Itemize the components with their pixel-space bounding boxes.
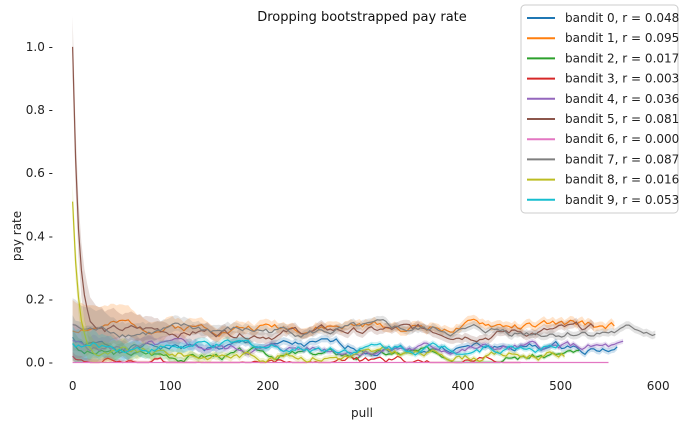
legend-box [520, 4, 679, 214]
x-tick-label: 0 [69, 379, 77, 393]
series-7-band [72, 298, 656, 353]
y-tick-label: 0.4 - [26, 229, 53, 243]
y-axis: 0.0 - 0.2 - 0.4 - 0.6 - 0.8 - 1.0 - [26, 40, 53, 370]
x-tick-label: 300 [354, 379, 377, 393]
y-tick-label: 0.0 - [26, 356, 53, 370]
x-tick-label: 200 [256, 379, 279, 393]
series-9-line [72, 339, 560, 356]
legend-label: bandit 7, r = 0.087 [565, 152, 679, 166]
y-tick-label: 1.0 - [26, 40, 53, 54]
y-tick-label: 0.6 - [26, 166, 53, 180]
series-1-band [72, 300, 615, 362]
y-tick-label: 0.2 - [26, 292, 53, 306]
series-5-band [72, 16, 594, 352]
x-tick-label: 400 [452, 379, 475, 393]
x-tick-label: 500 [549, 379, 572, 393]
x-axis: 0 100 200 300 400 500 600 [69, 379, 670, 393]
legend-label: bandit 1, r = 0.095 [565, 31, 679, 45]
legend-label: bandit 9, r = 0.053 [565, 193, 679, 207]
legend-label: bandit 2, r = 0.017 [565, 51, 679, 65]
legend-label: bandit 4, r = 0.036 [565, 92, 679, 106]
x-tick-label: 600 [647, 379, 670, 393]
x-axis-label: pull [351, 406, 373, 420]
series-5-line [72, 46, 595, 343]
legend-label: bandit 8, r = 0.016 [565, 173, 679, 187]
legend-label: bandit 3, r = 0.003 [565, 72, 679, 86]
series-0-band [72, 315, 618, 363]
series-2-band [72, 330, 580, 363]
series-8-band [72, 183, 565, 363]
legend-label: bandit 5, r = 0.081 [565, 112, 679, 126]
series-8-line [72, 201, 565, 364]
plot-area [72, 16, 656, 364]
legend-label: bandit 6, r = 0.000 [565, 132, 679, 146]
legend: bandit 0, r = 0.048 bandit 1, r = 0.095 ba… [520, 4, 679, 214]
legend-label: bandit 0, r = 0.048 [565, 11, 679, 25]
x-tick-label: 100 [159, 379, 182, 393]
series-4-band [72, 322, 624, 363]
series-9-band [72, 325, 559, 363]
series-7-line [72, 318, 656, 338]
y-axis-label: pay rate [10, 211, 24, 261]
y-tick-label: 0.8 - [26, 103, 53, 117]
chart-title: Dropping bootstrapped pay rate [257, 10, 467, 25]
